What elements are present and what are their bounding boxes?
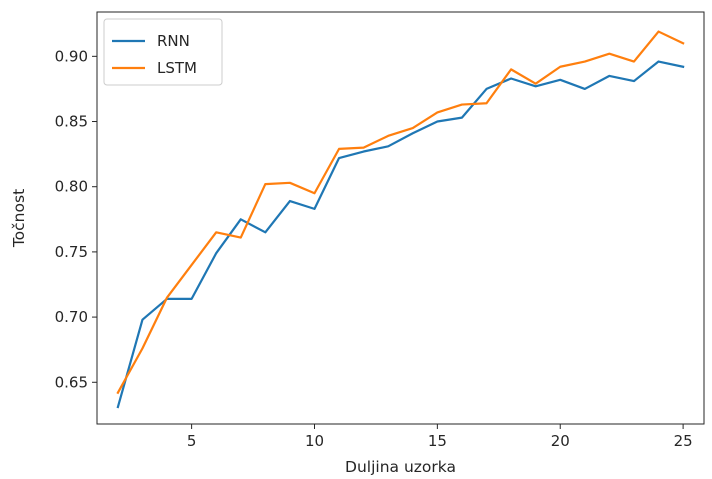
plot-frame: [96, 11, 705, 425]
y-tick-label: 0.80: [55, 178, 88, 196]
y-tick-label: 0.75: [55, 243, 88, 261]
legend-label-lstm: LSTM: [157, 59, 197, 77]
series-line-rnn: [116, 60, 685, 409]
y-tick-label: 0.90: [55, 47, 88, 65]
legend: RNN LSTM: [103, 18, 223, 86]
y-tick-label: 0.65: [55, 373, 88, 391]
x-axis-ticks: 5 10 15 20 25: [187, 424, 693, 450]
series-layer: [116, 30, 685, 409]
x-tick-label: 25: [674, 432, 693, 450]
x-tick-label: 20: [551, 432, 570, 450]
y-tick-label: 0.85: [55, 113, 88, 131]
x-axis-label: Duljina uzorka: [345, 458, 456, 476]
y-axis-ticks: 0.65 0.70 0.75 0.80 0.85 0.90: [55, 47, 97, 391]
legend-label-rnn: RNN: [157, 32, 190, 50]
y-axis-label: Točnost: [10, 189, 28, 248]
x-tick-label: 10: [305, 432, 324, 450]
y-tick-label: 0.70: [55, 308, 88, 326]
series-line-lstm: [116, 30, 685, 395]
x-tick-label: 15: [428, 432, 447, 450]
x-tick-label: 5: [187, 432, 197, 450]
